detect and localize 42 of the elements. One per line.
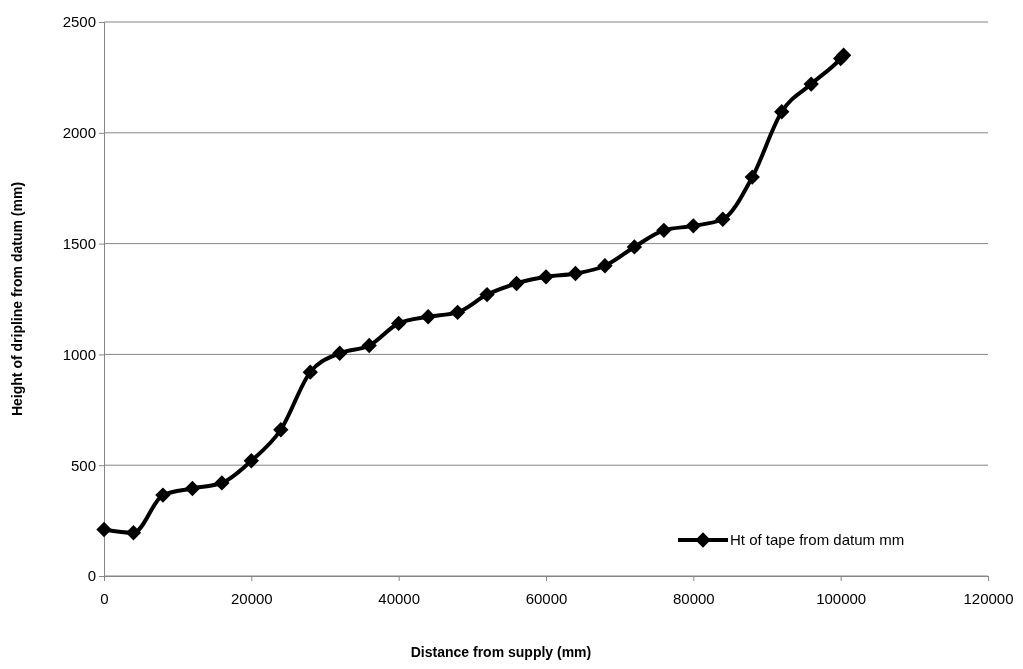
point bbox=[626, 239, 643, 255]
point bbox=[243, 453, 259, 469]
point bbox=[508, 275, 525, 292]
point bbox=[656, 222, 672, 238]
point bbox=[96, 521, 112, 538]
y-tick-label: 2500 bbox=[62, 13, 96, 31]
point bbox=[538, 269, 554, 285]
y-tick-label: 2000 bbox=[62, 124, 96, 142]
x-tick-label: 0 bbox=[100, 589, 109, 607]
point bbox=[715, 211, 731, 227]
point bbox=[302, 364, 318, 380]
x-tick-label: 120000 bbox=[963, 589, 1014, 607]
x-axis-title: Distance from supply (mm) bbox=[410, 644, 592, 660]
point bbox=[835, 47, 852, 63]
x-tick-label: 60000 bbox=[525, 589, 568, 607]
point bbox=[420, 309, 436, 325]
x-tick-label: 80000 bbox=[672, 589, 715, 607]
point bbox=[744, 169, 760, 185]
point bbox=[685, 218, 701, 234]
y-axis-title: Height of dripline from datum (mm) bbox=[9, 181, 25, 417]
x-tick-label: 40000 bbox=[378, 589, 421, 607]
point bbox=[449, 304, 466, 320]
y-tick-label: 1500 bbox=[62, 234, 96, 252]
point bbox=[479, 286, 495, 303]
point bbox=[391, 315, 407, 332]
point bbox=[184, 480, 201, 497]
x-tick-label: 100000 bbox=[816, 589, 867, 607]
point bbox=[774, 104, 790, 120]
point bbox=[214, 475, 230, 491]
point bbox=[155, 487, 171, 503]
point bbox=[273, 422, 289, 438]
legend-label: Ht of tape from datum mm bbox=[730, 531, 905, 549]
y-tick-label: 500 bbox=[70, 456, 96, 474]
y-tick-label: 0 bbox=[87, 567, 96, 585]
point bbox=[361, 337, 377, 354]
point bbox=[597, 258, 613, 274]
point bbox=[125, 525, 142, 541]
point bbox=[803, 76, 819, 92]
point bbox=[332, 345, 348, 361]
point bbox=[567, 265, 584, 282]
y-tick-label: 1000 bbox=[62, 345, 96, 363]
x-tick-label: 20000 bbox=[230, 589, 273, 607]
